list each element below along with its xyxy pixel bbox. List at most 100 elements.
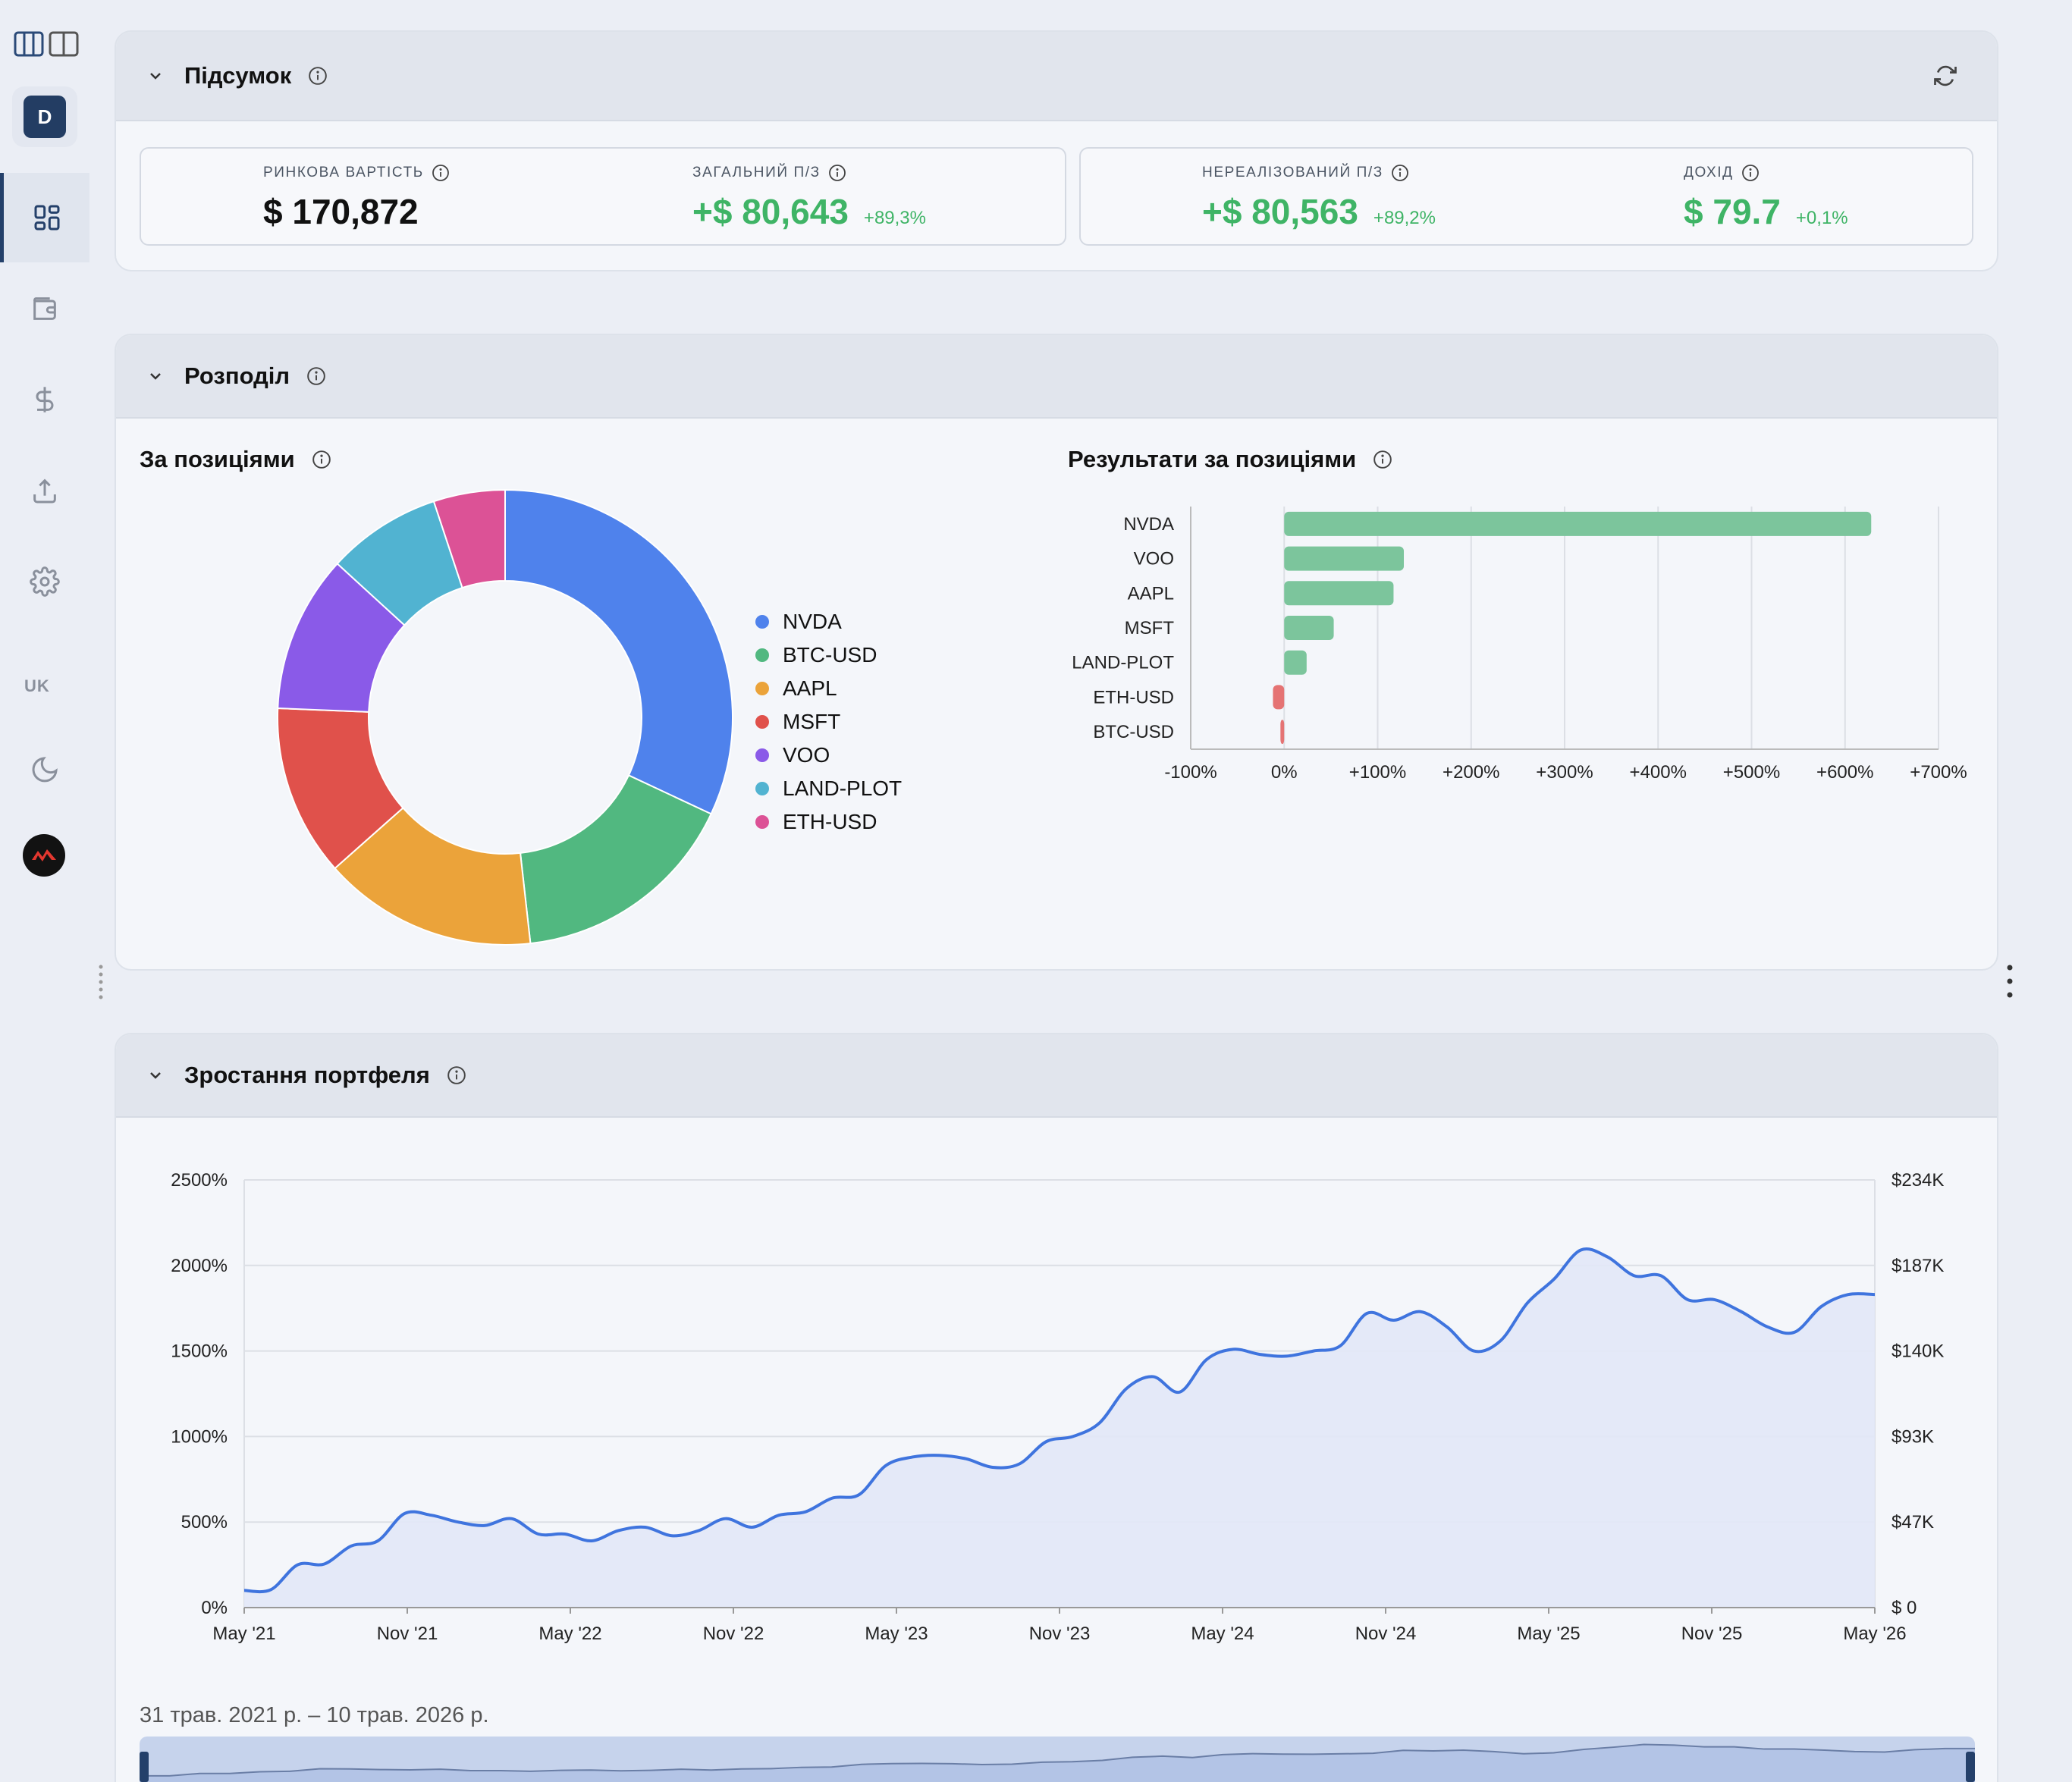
legend-dot — [755, 815, 769, 829]
legend-dot — [755, 715, 769, 729]
info-icon[interactable] — [308, 66, 328, 86]
sidebar-item-transactions[interactable] — [0, 355, 89, 444]
navigator-line — [140, 1743, 1975, 1777]
growth-title: Зростання портфеля — [184, 1062, 430, 1088]
dashboard-icon — [34, 205, 59, 231]
y-right-tick-label: $187K — [1891, 1256, 1944, 1276]
legend-item-nvda[interactable]: NVDA — [755, 605, 902, 638]
info-icon[interactable] — [1391, 164, 1409, 182]
legend-dot — [755, 782, 769, 795]
market-value-metric: РИНКОВА ВАРТІСТЬ $ 170,872 — [263, 164, 450, 232]
y-category-label: NVDA — [1123, 514, 1174, 535]
summary-title: Підсумок — [184, 62, 292, 89]
info-icon[interactable] — [312, 450, 331, 469]
donut-legend: NVDA BTC-USD AAPL MSFT VOO LAND-PLOT ETH-USD — [755, 605, 902, 839]
navigator-handle-left[interactable] — [140, 1752, 149, 1782]
navigator-handle-right[interactable] — [1966, 1752, 1975, 1782]
y-left-tick-label: 500% — [181, 1512, 228, 1533]
y-right-tick-label: $234K — [1891, 1170, 1944, 1191]
x-tick-label: +400% — [1630, 762, 1687, 783]
legend-item-eth-usd[interactable]: ETH-USD — [755, 805, 902, 839]
y-left-tick-label: 2000% — [171, 1256, 228, 1276]
allocation-header[interactable]: Розподіл — [116, 335, 1997, 419]
growth-series-line[interactable] — [243, 1247, 1876, 1594]
sidebar-item-settings[interactable] — [0, 537, 89, 626]
total-pl-label: ЗАГАЛЬНИЙ П/З — [692, 165, 821, 180]
range-navigator[interactable] — [140, 1737, 1975, 1782]
info-icon[interactable] — [1741, 164, 1760, 182]
x-tick-label: May '22 — [538, 1624, 601, 1644]
market-value-label: РИНКОВА ВАРТІСТЬ — [263, 165, 424, 180]
unrealized-pl-value: +$ 80,563 — [1202, 192, 1358, 231]
refresh-icon[interactable] — [1932, 62, 1959, 89]
info-icon[interactable] — [447, 1065, 466, 1085]
unrealized-pl-metric: НЕРЕАЛІЗОВАНИЙ П/З +$ 80,563 +89,2% — [1202, 164, 1436, 232]
moon-icon — [32, 757, 58, 783]
results-bar-chart: -100% 0% +100% +200% +300% +400% +500% +600% +70… — [1072, 507, 1967, 783]
summary-card-right — [1079, 147, 1973, 246]
total-pl-pct: +89,3% — [863, 208, 926, 228]
donut-slice-eth-usd[interactable] — [432, 488, 506, 589]
income-value: $ 79.7 — [1684, 192, 1781, 231]
resize-handle-left[interactable] — [97, 963, 105, 1001]
legend-item-btc-usd[interactable]: BTC-USD — [755, 638, 902, 672]
bar-eth-usd[interactable] — [1273, 685, 1285, 710]
income-pct: +0,1% — [1795, 208, 1848, 228]
chevron-down-icon[interactable] — [146, 367, 165, 385]
date-range-label: 31 трав. 2021 р. – 10 трав. 2026 р. — [140, 1703, 489, 1727]
bar-voo[interactable] — [1284, 546, 1405, 571]
donut-slice-btc-usd[interactable] — [519, 774, 712, 945]
wallet-icon — [33, 297, 56, 320]
legend-dot — [755, 615, 769, 629]
results-title: Результати за позиціями — [1068, 446, 1357, 472]
info-icon[interactable] — [432, 164, 450, 182]
account-avatar[interactable]: D — [12, 86, 77, 147]
x-tick-label: +500% — [1723, 762, 1780, 783]
y-category-label: ETH-USD — [1093, 687, 1174, 707]
legend-item-land-plot[interactable]: LAND-PLOT — [755, 772, 902, 805]
bar-aapl[interactable] — [1284, 581, 1394, 606]
growth-header[interactable]: Зростання портфеля — [116, 1034, 1997, 1118]
sidebar-item-wallet[interactable] — [0, 264, 89, 353]
x-tick-label: May '26 — [1843, 1624, 1906, 1644]
sidebar-item-theme[interactable] — [0, 725, 89, 814]
brand-logo[interactable] — [23, 834, 65, 877]
growth-area-fill — [244, 1249, 1875, 1608]
chevron-down-icon[interactable] — [146, 1066, 165, 1084]
legend-item-aapl[interactable]: AAPL — [755, 672, 902, 705]
bar-land-plot[interactable] — [1284, 650, 1307, 675]
bar-btc-usd[interactable] — [1280, 720, 1285, 745]
navigator-area — [140, 1744, 1975, 1782]
total-pl-value: +$ 80,643 — [692, 192, 849, 231]
info-icon[interactable] — [306, 366, 326, 386]
navigator-sparkline — [140, 1743, 1975, 1782]
x-tick-label: Nov '24 — [1355, 1624, 1417, 1644]
x-tick-label: -100% — [1164, 762, 1217, 783]
sidebar-item-dashboard[interactable] — [0, 173, 89, 262]
legend-label: BTC-USD — [783, 643, 877, 667]
legend-item-voo[interactable]: VOO — [755, 739, 902, 772]
donut-slice-nvda[interactable] — [504, 488, 733, 815]
three-column-layout-icon[interactable] — [14, 30, 44, 58]
two-column-layout-icon[interactable] — [49, 30, 79, 58]
upload-icon — [33, 478, 56, 504]
avatar-letter: D — [24, 96, 66, 138]
x-tick-label: +600% — [1816, 762, 1873, 783]
info-icon[interactable] — [828, 164, 846, 182]
bar-nvda[interactable] — [1284, 511, 1872, 536]
sidebar-item-import[interactable] — [0, 446, 89, 535]
resize-handle-right[interactable] — [2005, 963, 2014, 1001]
chevron-down-icon[interactable] — [146, 67, 165, 85]
legend-label: VOO — [783, 743, 830, 767]
legend-item-msft[interactable]: MSFT — [755, 705, 902, 739]
allocation-donut-chart — [277, 488, 733, 946]
info-icon[interactable] — [1373, 450, 1392, 469]
y-category-label: AAPL — [1128, 583, 1174, 604]
language-switcher[interactable]: UK — [24, 676, 50, 695]
bar-msft[interactable] — [1284, 616, 1334, 640]
x-tick-label: Nov '22 — [703, 1624, 764, 1644]
y-category-label: BTC-USD — [1093, 722, 1174, 742]
y-left-tick-label: 2500% — [171, 1170, 228, 1191]
summary-header[interactable]: Підсумок — [116, 32, 1997, 121]
x-tick-label: Nov '21 — [377, 1624, 438, 1644]
